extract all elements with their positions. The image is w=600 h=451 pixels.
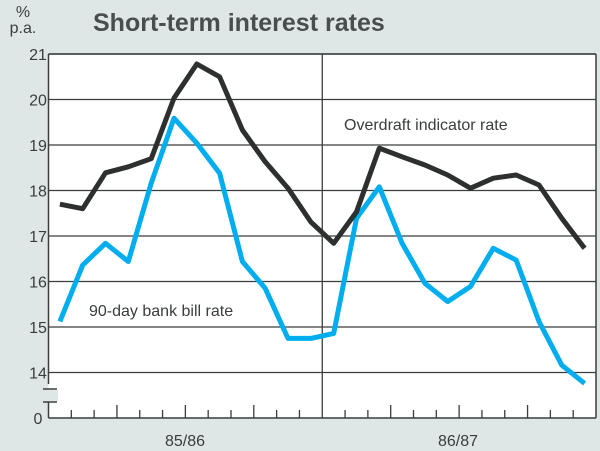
series-line-overdraft-indicator-rate — [59, 61, 587, 250]
y-unit-percent: % — [16, 4, 30, 21]
y-tick-label: 21 — [29, 47, 47, 64]
axis-break-gap — [44, 390, 58, 401]
y-tick-label: 18 — [29, 184, 47, 201]
y-tick-label: 14 — [29, 366, 47, 383]
y-tick-label: 16 — [29, 275, 47, 292]
series-label-overdraft: Overdraft indicator rate — [344, 117, 508, 134]
series-line-90-day-bank-bill-rate — [57, 115, 587, 386]
y-tick-label: 19 — [29, 138, 47, 155]
y-tick-label: 17 — [29, 229, 47, 246]
y-tick-label: 15 — [29, 320, 47, 337]
x-label-85-86: 85/86 — [165, 433, 205, 450]
y-tick-label: 0 — [34, 411, 43, 428]
y-tick-label: 20 — [29, 93, 47, 110]
series-label-bank-bill: 90-day bank bill rate — [89, 303, 233, 320]
y-unit-pa: p.a. — [10, 20, 37, 37]
chart-title: Short-term interest rates — [93, 9, 385, 37]
x-label-86-87: 86/87 — [438, 433, 478, 450]
